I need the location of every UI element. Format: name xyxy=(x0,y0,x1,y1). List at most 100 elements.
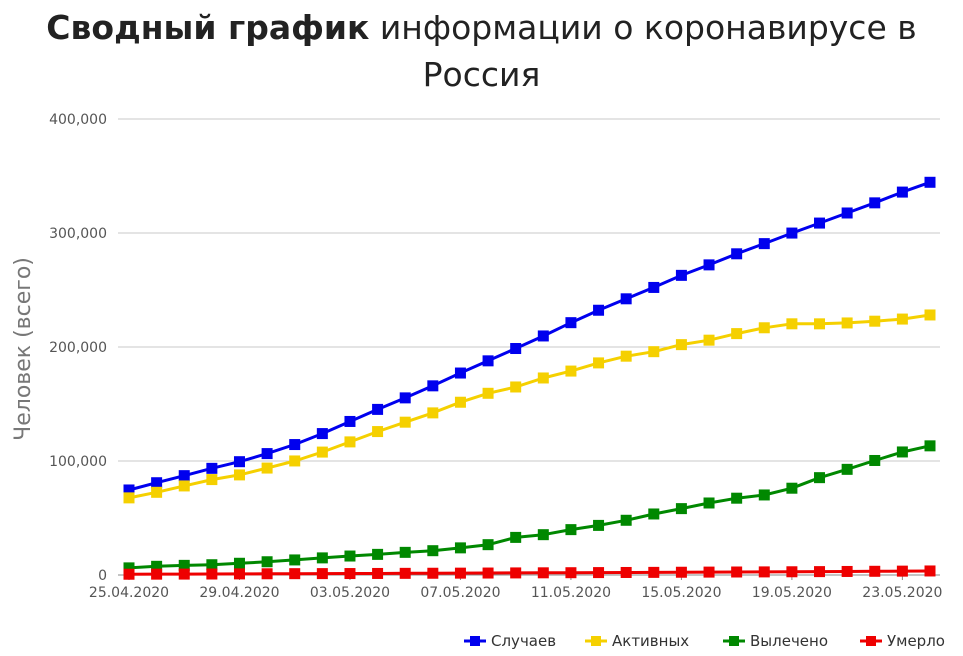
data-point xyxy=(151,560,163,572)
y-tick-label: 300,000 xyxy=(49,226,107,242)
data-point xyxy=(289,455,301,467)
data-point xyxy=(482,387,494,399)
legend-item: Вылечено xyxy=(723,632,828,650)
data-point xyxy=(869,565,881,577)
data-point xyxy=(233,469,245,481)
data-point xyxy=(261,556,273,568)
data-point xyxy=(648,281,660,293)
data-point xyxy=(924,176,936,188)
series-line xyxy=(128,444,931,570)
data-point xyxy=(372,426,384,438)
data-point xyxy=(316,446,328,458)
data-point xyxy=(565,317,577,329)
data-point xyxy=(289,554,301,566)
data-point xyxy=(814,566,826,578)
data-point xyxy=(482,539,494,551)
data-point xyxy=(758,238,770,250)
data-point xyxy=(123,568,135,580)
data-point xyxy=(427,380,439,392)
data-point xyxy=(261,448,273,460)
data-point xyxy=(454,567,466,579)
data-point xyxy=(178,559,190,571)
y-tick-label: 400,000 xyxy=(49,112,107,128)
data-point xyxy=(454,367,466,379)
data-point xyxy=(427,545,439,557)
data-point xyxy=(675,503,687,515)
data-point xyxy=(510,531,522,543)
data-point xyxy=(593,567,605,579)
data-point xyxy=(896,313,908,325)
legend-swatch-marker xyxy=(591,636,601,646)
data-point xyxy=(151,477,163,489)
data-point xyxy=(372,567,384,579)
data-point xyxy=(593,304,605,316)
data-point xyxy=(924,440,936,452)
x-tick-label: 25.04.2020 xyxy=(89,585,169,601)
data-point xyxy=(344,550,356,562)
data-point xyxy=(731,328,743,340)
data-point xyxy=(233,456,245,468)
legend-label: Активных xyxy=(612,632,689,650)
data-point xyxy=(648,508,660,520)
data-point xyxy=(648,566,660,578)
series-4 xyxy=(123,565,936,580)
data-point xyxy=(123,492,135,504)
data-point xyxy=(786,566,798,578)
chart-title-rest: информации о коронавирусе в Россия xyxy=(369,8,917,94)
data-point xyxy=(841,463,853,475)
data-point xyxy=(758,322,770,334)
data-point xyxy=(344,436,356,448)
data-point xyxy=(703,566,715,578)
y-tick-label: 200,000 xyxy=(49,340,107,356)
data-point xyxy=(537,567,549,579)
data-point xyxy=(896,565,908,577)
data-point xyxy=(620,293,632,305)
data-point xyxy=(261,462,273,474)
data-point xyxy=(289,439,301,451)
series-line xyxy=(128,180,931,492)
series-2 xyxy=(123,309,936,504)
legend-swatch-marker xyxy=(866,636,876,646)
series-line xyxy=(128,569,931,576)
data-point xyxy=(786,318,798,330)
data-point xyxy=(593,357,605,369)
data-point xyxy=(814,318,826,330)
legend-swatch-marker xyxy=(470,636,480,646)
data-point xyxy=(454,396,466,408)
data-point xyxy=(537,372,549,384)
data-point xyxy=(233,568,245,580)
legend-item: Активных xyxy=(585,632,689,650)
data-point xyxy=(399,546,411,558)
chart-title: Сводный график информации о коронавирусе… xyxy=(0,4,963,98)
x-tick-label: 29.04.2020 xyxy=(199,585,279,601)
data-point xyxy=(316,568,328,580)
data-point xyxy=(814,217,826,229)
data-point xyxy=(206,559,218,571)
data-point xyxy=(510,343,522,355)
x-tick-label: 15.05.2020 xyxy=(641,585,721,601)
data-point xyxy=(206,462,218,474)
data-point xyxy=(896,446,908,458)
data-point xyxy=(924,565,936,577)
y-tick-label: 0 xyxy=(98,568,107,584)
data-point xyxy=(261,568,273,580)
data-point xyxy=(344,415,356,427)
data-point xyxy=(620,350,632,362)
data-point xyxy=(316,552,328,564)
data-point xyxy=(675,269,687,281)
data-point xyxy=(537,330,549,342)
data-point xyxy=(289,568,301,580)
legend-item: Умерло xyxy=(860,632,945,650)
series-3 xyxy=(123,440,936,574)
data-point xyxy=(841,565,853,577)
y-axis-label: Человек (всего) xyxy=(11,257,36,441)
data-point xyxy=(841,207,853,219)
data-point xyxy=(123,562,135,574)
data-point xyxy=(372,548,384,560)
data-point xyxy=(537,529,549,541)
data-point xyxy=(620,566,632,578)
data-point xyxy=(510,381,522,393)
x-tick-label: 03.05.2020 xyxy=(310,585,390,601)
legend-label: Умерло xyxy=(887,632,945,650)
